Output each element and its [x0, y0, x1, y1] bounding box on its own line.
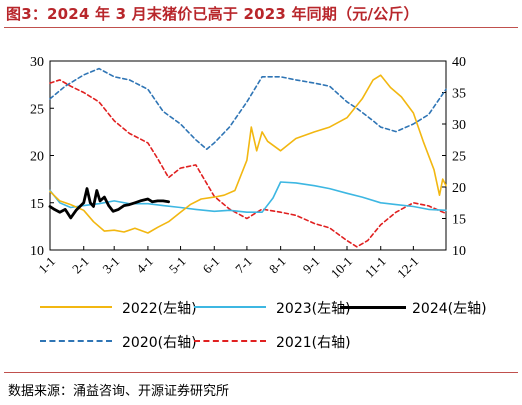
legend-item-2020: 2020(右轴) [40, 332, 197, 352]
legend-item-2024: 2024(左轴) [340, 298, 510, 318]
legend-item-2022: 2022(左轴) [40, 298, 197, 318]
y-right-tick-label: 35 [452, 87, 466, 102]
x-tick-label: 4-1 [133, 254, 156, 277]
x-tick-label: 11-1 [362, 254, 389, 281]
title-divider [4, 27, 518, 28]
x-tick-label: 12-1 [394, 254, 421, 281]
series-2021-line [49, 79, 447, 248]
y-left-tick-label: 15 [30, 197, 44, 212]
legend-swatch-2021 [194, 340, 266, 342]
legend-swatch-2022 [40, 306, 112, 308]
y-right-tick-label: 15 [452, 213, 466, 228]
x-tick-label: 2-1 [69, 254, 92, 277]
y-right-tick-label: 30 [452, 118, 466, 133]
legend-label-2021: 2021(右轴) [276, 335, 351, 351]
series-2023-line [49, 181, 447, 213]
source-divider [4, 372, 518, 373]
y-right-tick-label: 25 [452, 150, 466, 165]
legend-swatch-2020 [40, 340, 112, 342]
y-right-tick-label: 10 [452, 244, 466, 259]
chart-title: 图3：2024 年 3 月末猪价已高于 2023 年同期（元/公斤） [6, 5, 419, 23]
x-tick-label: 9-1 [300, 254, 323, 277]
x-tick-label: 6-1 [200, 254, 223, 277]
series-2020-line [49, 67, 447, 150]
y-left-tick-label: 30 [30, 55, 44, 70]
y-left-tick-label: 10 [30, 244, 44, 259]
legend-item-2023: 2023(左轴) [194, 298, 351, 318]
legend-label-2024: 2024(左轴) [412, 301, 487, 317]
legend-label-2022: 2022(左轴) [122, 301, 197, 317]
x-tick-label: 5-1 [166, 254, 189, 277]
y-left-tick-label: 25 [30, 102, 44, 117]
legend-swatch-2024 [340, 306, 406, 309]
x-tick-label: 10-1 [328, 254, 355, 281]
legend-label-2020: 2020(右轴) [122, 335, 197, 351]
legend-item-2021: 2021(右轴) [194, 332, 351, 352]
series-2024-line [48, 187, 171, 220]
y-right-tick-label: 20 [452, 181, 466, 196]
source-note: 数据来源：涌益咨询、开源证券研究所 [8, 384, 230, 399]
x-tick-label: 3-1 [99, 254, 122, 277]
legend-label-2023: 2023(左轴) [276, 301, 351, 317]
legend-swatch-2023 [194, 306, 266, 308]
x-tick-label: 8-1 [266, 254, 289, 277]
series-2022-line [49, 74, 447, 234]
y-right-tick-label: 40 [452, 55, 466, 70]
x-tick-label: 7-1 [232, 254, 255, 277]
y-left-tick-label: 20 [30, 150, 44, 165]
